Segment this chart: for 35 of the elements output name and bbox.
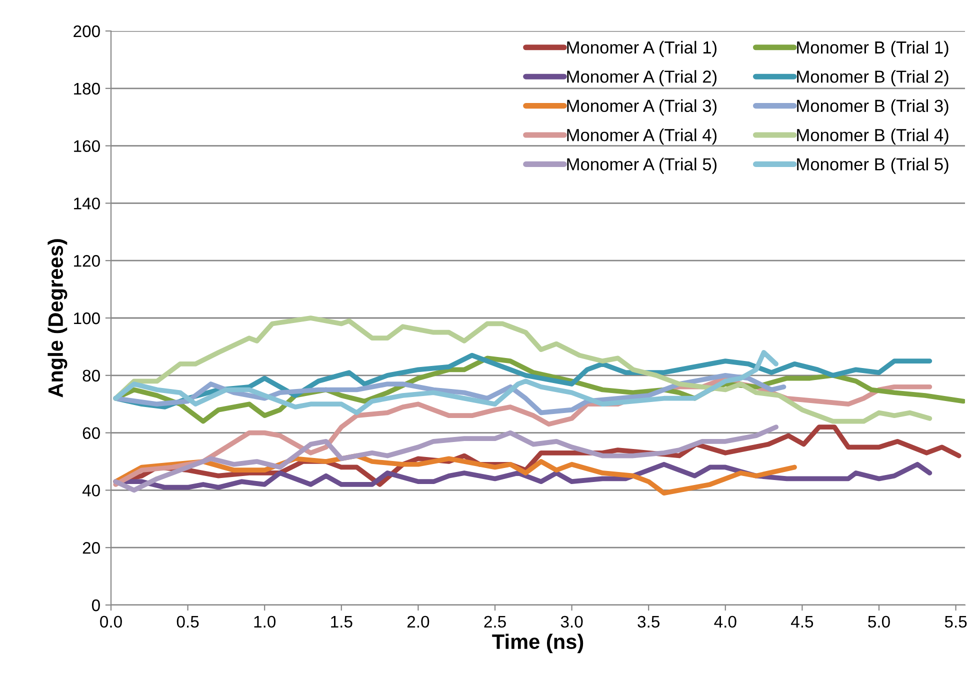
x-tick-label: 2.5 bbox=[484, 616, 506, 628]
y-tick-label: 180 bbox=[74, 82, 100, 95]
legend-label: Monomer A (Trial 2) bbox=[567, 70, 716, 86]
y-tick-label: 160 bbox=[74, 140, 100, 152]
legend-label: Monomer B (Trial 4) bbox=[797, 128, 948, 145]
legend-label: Monomer B (Trial 5) bbox=[797, 158, 948, 174]
x-tick-label: 3.5 bbox=[638, 616, 660, 628]
y-tick-label: 40 bbox=[82, 484, 100, 496]
y-tick-label: 100 bbox=[74, 312, 100, 324]
y-tick-label: 120 bbox=[74, 255, 100, 267]
y-tick-label: 140 bbox=[74, 198, 100, 210]
legend-label: Monomer B (Trial 2) bbox=[797, 70, 948, 86]
x-tick-label: 4.5 bbox=[790, 616, 814, 628]
y-axis-title: Angle (Degrees) bbox=[48, 239, 68, 398]
x-tick-label: 5.5 bbox=[944, 616, 967, 628]
x-tick-label: 1.5 bbox=[331, 616, 352, 628]
x-tick-label: 0.0 bbox=[100, 616, 122, 628]
y-tick-label: 80 bbox=[82, 370, 100, 382]
x-tick-label: 0.5 bbox=[176, 616, 199, 628]
y-tick-label: 60 bbox=[82, 427, 100, 440]
legend-label: Monomer A (Trial 5) bbox=[567, 158, 716, 174]
legend-label: Monomer A (Trial 4) bbox=[567, 128, 716, 145]
y-tick-label: 0 bbox=[92, 599, 100, 612]
x-tick-label: 1.0 bbox=[254, 616, 276, 628]
legend-label: Monomer B (Trial 1) bbox=[797, 40, 948, 58]
x-tick-label: 3.0 bbox=[560, 616, 583, 628]
y-tick-label: 200 bbox=[74, 25, 100, 38]
x-tick-label: 5.0 bbox=[868, 616, 890, 628]
x-axis-title: Time (ns) bbox=[492, 634, 584, 654]
y-tick-label: 20 bbox=[82, 542, 100, 554]
legend-label: Monomer A (Trial 3) bbox=[567, 99, 716, 116]
legend-label: Monomer A (Trial 1) bbox=[567, 40, 716, 58]
x-tick-label: 4.0 bbox=[714, 616, 736, 628]
legend-label: Monomer B (Trial 3) bbox=[797, 99, 948, 116]
x-tick-label: 2.0 bbox=[407, 616, 430, 628]
